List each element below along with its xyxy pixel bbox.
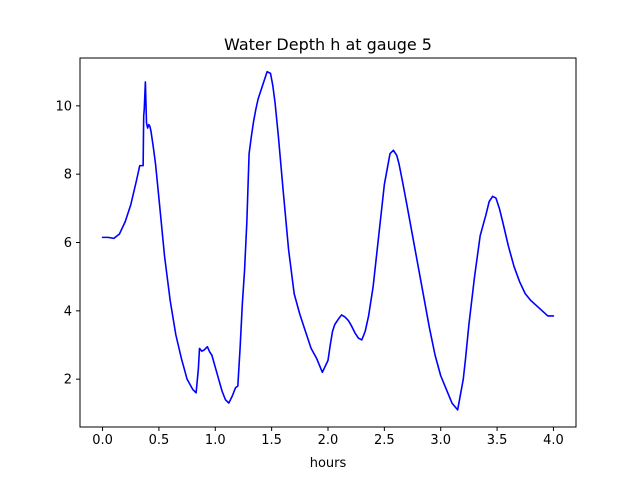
x-tick-label: 4.0 <box>543 433 564 448</box>
x-tick-label: 2.5 <box>374 433 395 448</box>
x-tick-label: 1.0 <box>205 433 226 448</box>
x-tick-label: 3.0 <box>430 433 451 448</box>
x-axis-ticks: 0.0 0.5 1.0 1.5 2.0 2.5 3.0 3.5 4.0 <box>92 427 564 448</box>
y-axis-ticks: 2 4 6 8 10 <box>55 99 80 388</box>
x-tick-label: 0.5 <box>149 433 170 448</box>
chart-title: Water Depth h at gauge 5 <box>224 35 432 54</box>
y-tick-label: 10 <box>55 99 72 114</box>
plot-area: 0.0 0.5 1.0 1.5 2.0 2.5 3.0 3.5 4.0 2 4 6 8 10 <box>55 57 577 448</box>
x-tick-label: 2.0 <box>318 433 339 448</box>
series-group <box>101 70 555 411</box>
x-tick-label: 1.5 <box>261 433 282 448</box>
series-line <box>101 70 555 411</box>
y-tick-label: 8 <box>64 168 72 183</box>
x-tick-label: 3.5 <box>487 433 508 448</box>
y-tick-label: 2 <box>64 373 72 388</box>
x-tick-label: 0.0 <box>92 433 113 448</box>
y-tick-label: 4 <box>64 304 72 319</box>
x-axis-label: hours <box>310 456 347 471</box>
y-tick-label: 6 <box>64 236 72 251</box>
